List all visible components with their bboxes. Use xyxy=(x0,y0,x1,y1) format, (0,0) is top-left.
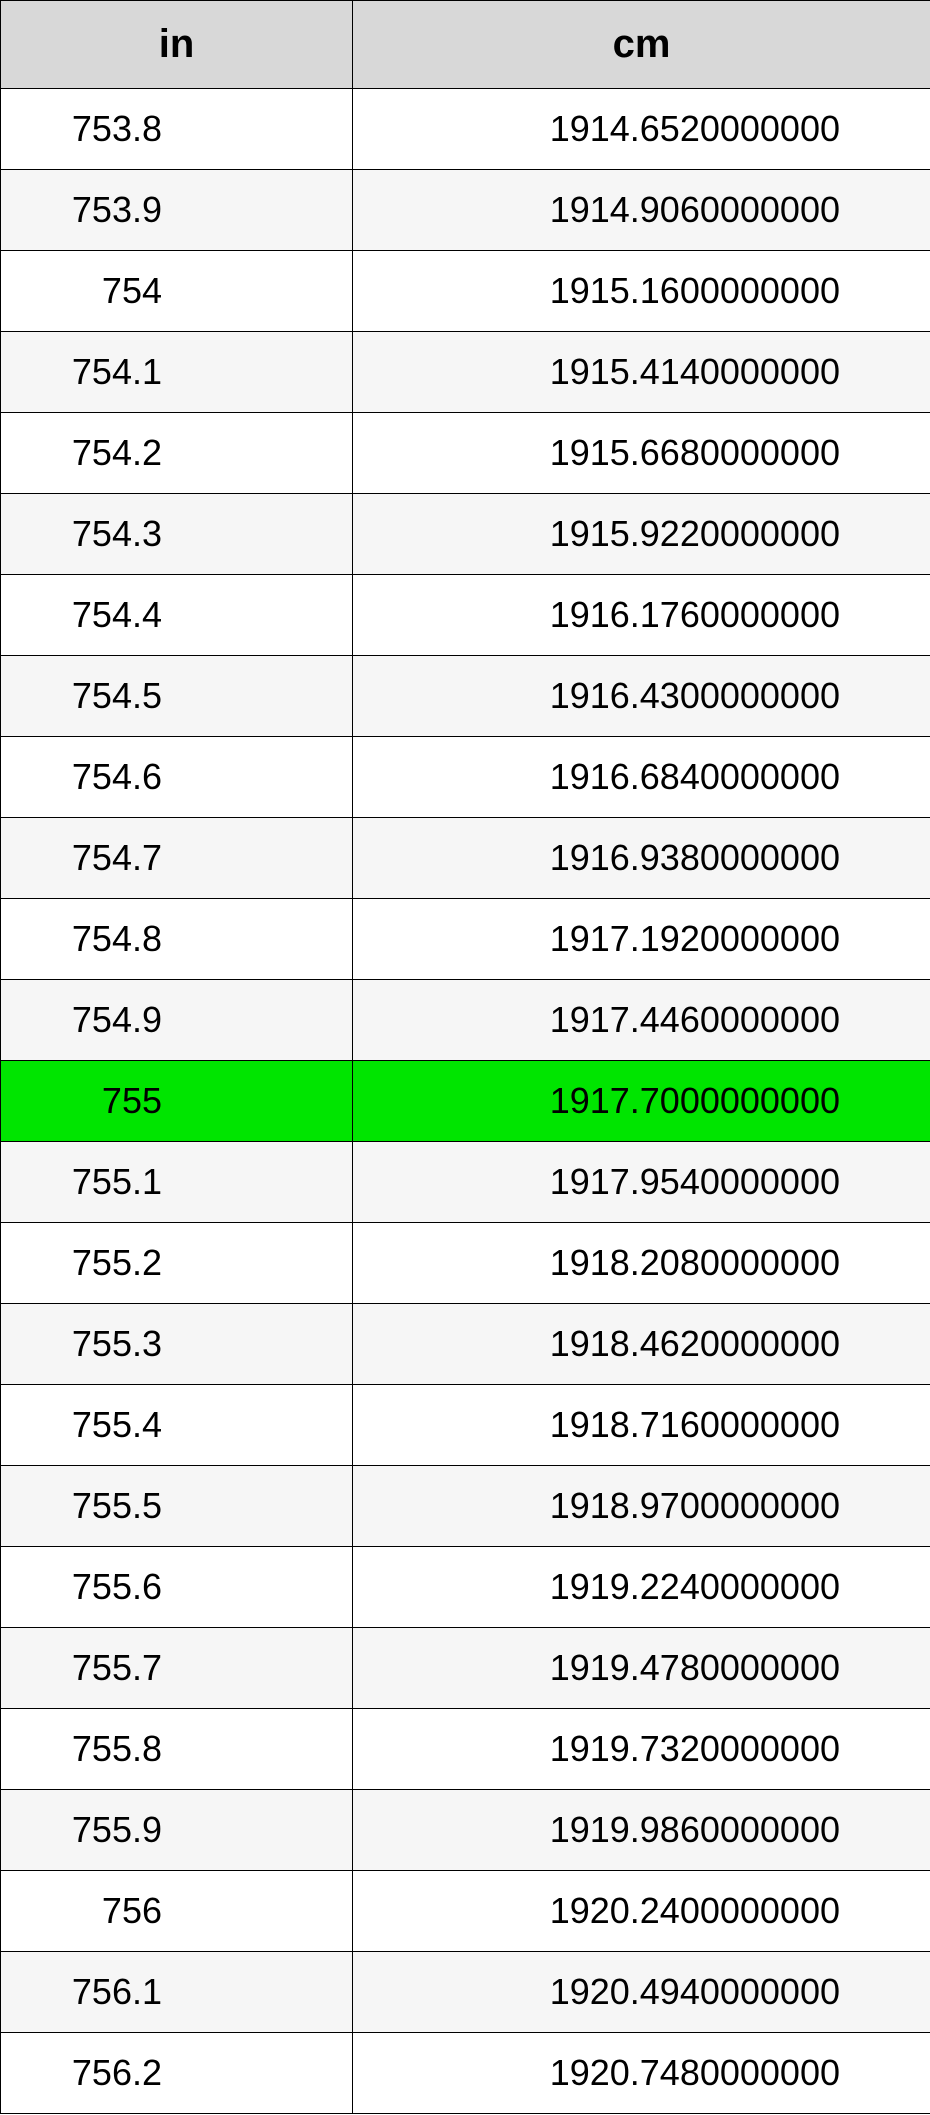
column-header-cm: cm xyxy=(353,1,930,89)
table-header-row: in cm xyxy=(1,1,930,89)
cell-cm: 1915.9220000000 xyxy=(353,494,930,575)
table-row: 7541915.1600000000 xyxy=(1,251,930,332)
table-row: 754.61916.6840000000 xyxy=(1,737,930,818)
table-row: 755.91919.9860000000 xyxy=(1,1790,930,1871)
cell-in: 754.9 xyxy=(1,980,353,1061)
cell-in: 755.9 xyxy=(1,1790,353,1871)
table-row: 754.91917.4460000000 xyxy=(1,980,930,1061)
cell-in: 755.4 xyxy=(1,1385,353,1466)
cell-cm: 1920.4940000000 xyxy=(353,1952,930,2033)
cell-cm: 1918.7160000000 xyxy=(353,1385,930,1466)
table-row: 756.11920.4940000000 xyxy=(1,1952,930,2033)
cell-in: 755.2 xyxy=(1,1223,353,1304)
cell-in: 754.5 xyxy=(1,656,353,737)
table-row: 753.81914.6520000000 xyxy=(1,89,930,170)
cell-cm: 1916.4300000000 xyxy=(353,656,930,737)
column-header-in: in xyxy=(1,1,353,89)
cell-cm: 1920.2400000000 xyxy=(353,1871,930,1952)
cell-in: 753.8 xyxy=(1,89,353,170)
cell-cm: 1919.2240000000 xyxy=(353,1547,930,1628)
table-row: 753.91914.9060000000 xyxy=(1,170,930,251)
cell-in: 753.9 xyxy=(1,170,353,251)
cell-cm: 1916.9380000000 xyxy=(353,818,930,899)
conversion-table: in cm 753.81914.6520000000753.91914.9060… xyxy=(0,0,930,2114)
table-row: 755.11917.9540000000 xyxy=(1,1142,930,1223)
cell-in: 756 xyxy=(1,1871,353,1952)
cell-in: 755.6 xyxy=(1,1547,353,1628)
cell-in: 754.6 xyxy=(1,737,353,818)
table-row: 755.41918.7160000000 xyxy=(1,1385,930,1466)
cell-in: 754 xyxy=(1,251,353,332)
table-row: 754.41916.1760000000 xyxy=(1,575,930,656)
cell-cm: 1919.9860000000 xyxy=(353,1790,930,1871)
table-row: 755.61919.2240000000 xyxy=(1,1547,930,1628)
cell-in: 754.7 xyxy=(1,818,353,899)
cell-cm: 1915.1600000000 xyxy=(353,251,930,332)
cell-cm: 1917.1920000000 xyxy=(353,899,930,980)
table-row: 754.31915.9220000000 xyxy=(1,494,930,575)
cell-cm: 1917.9540000000 xyxy=(353,1142,930,1223)
cell-cm: 1914.6520000000 xyxy=(353,89,930,170)
cell-cm: 1918.2080000000 xyxy=(353,1223,930,1304)
cell-cm: 1915.4140000000 xyxy=(353,332,930,413)
table-row: 756.21920.7480000000 xyxy=(1,2033,930,2114)
cell-in: 755.8 xyxy=(1,1709,353,1790)
table-row: 754.21915.6680000000 xyxy=(1,413,930,494)
cell-in: 755.5 xyxy=(1,1466,353,1547)
cell-in: 754.8 xyxy=(1,899,353,980)
cell-cm: 1919.7320000000 xyxy=(353,1709,930,1790)
table-row: 755.31918.4620000000 xyxy=(1,1304,930,1385)
table-row: 755.81919.7320000000 xyxy=(1,1709,930,1790)
cell-cm: 1916.6840000000 xyxy=(353,737,930,818)
cell-in: 754.3 xyxy=(1,494,353,575)
cell-in: 756.2 xyxy=(1,2033,353,2114)
cell-cm: 1915.6680000000 xyxy=(353,413,930,494)
cell-in: 754.4 xyxy=(1,575,353,656)
cell-cm: 1916.1760000000 xyxy=(353,575,930,656)
table-row: 7551917.7000000000 xyxy=(1,1061,930,1142)
cell-in: 756.1 xyxy=(1,1952,353,2033)
cell-in: 755 xyxy=(1,1061,353,1142)
table-row: 754.11915.4140000000 xyxy=(1,332,930,413)
table-row: 7561920.2400000000 xyxy=(1,1871,930,1952)
cell-in: 755.1 xyxy=(1,1142,353,1223)
cell-in: 755.7 xyxy=(1,1628,353,1709)
cell-cm: 1918.4620000000 xyxy=(353,1304,930,1385)
table-row: 755.51918.9700000000 xyxy=(1,1466,930,1547)
table-row: 754.71916.9380000000 xyxy=(1,818,930,899)
cell-cm: 1917.4460000000 xyxy=(353,980,930,1061)
cell-cm: 1917.7000000000 xyxy=(353,1061,930,1142)
cell-cm: 1918.9700000000 xyxy=(353,1466,930,1547)
cell-cm: 1919.4780000000 xyxy=(353,1628,930,1709)
table-row: 755.71919.4780000000 xyxy=(1,1628,930,1709)
cell-in: 755.3 xyxy=(1,1304,353,1385)
cell-cm: 1920.7480000000 xyxy=(353,2033,930,2114)
cell-cm: 1914.9060000000 xyxy=(353,170,930,251)
cell-in: 754.1 xyxy=(1,332,353,413)
table-row: 755.21918.2080000000 xyxy=(1,1223,930,1304)
table-row: 754.51916.4300000000 xyxy=(1,656,930,737)
cell-in: 754.2 xyxy=(1,413,353,494)
table-row: 754.81917.1920000000 xyxy=(1,899,930,980)
